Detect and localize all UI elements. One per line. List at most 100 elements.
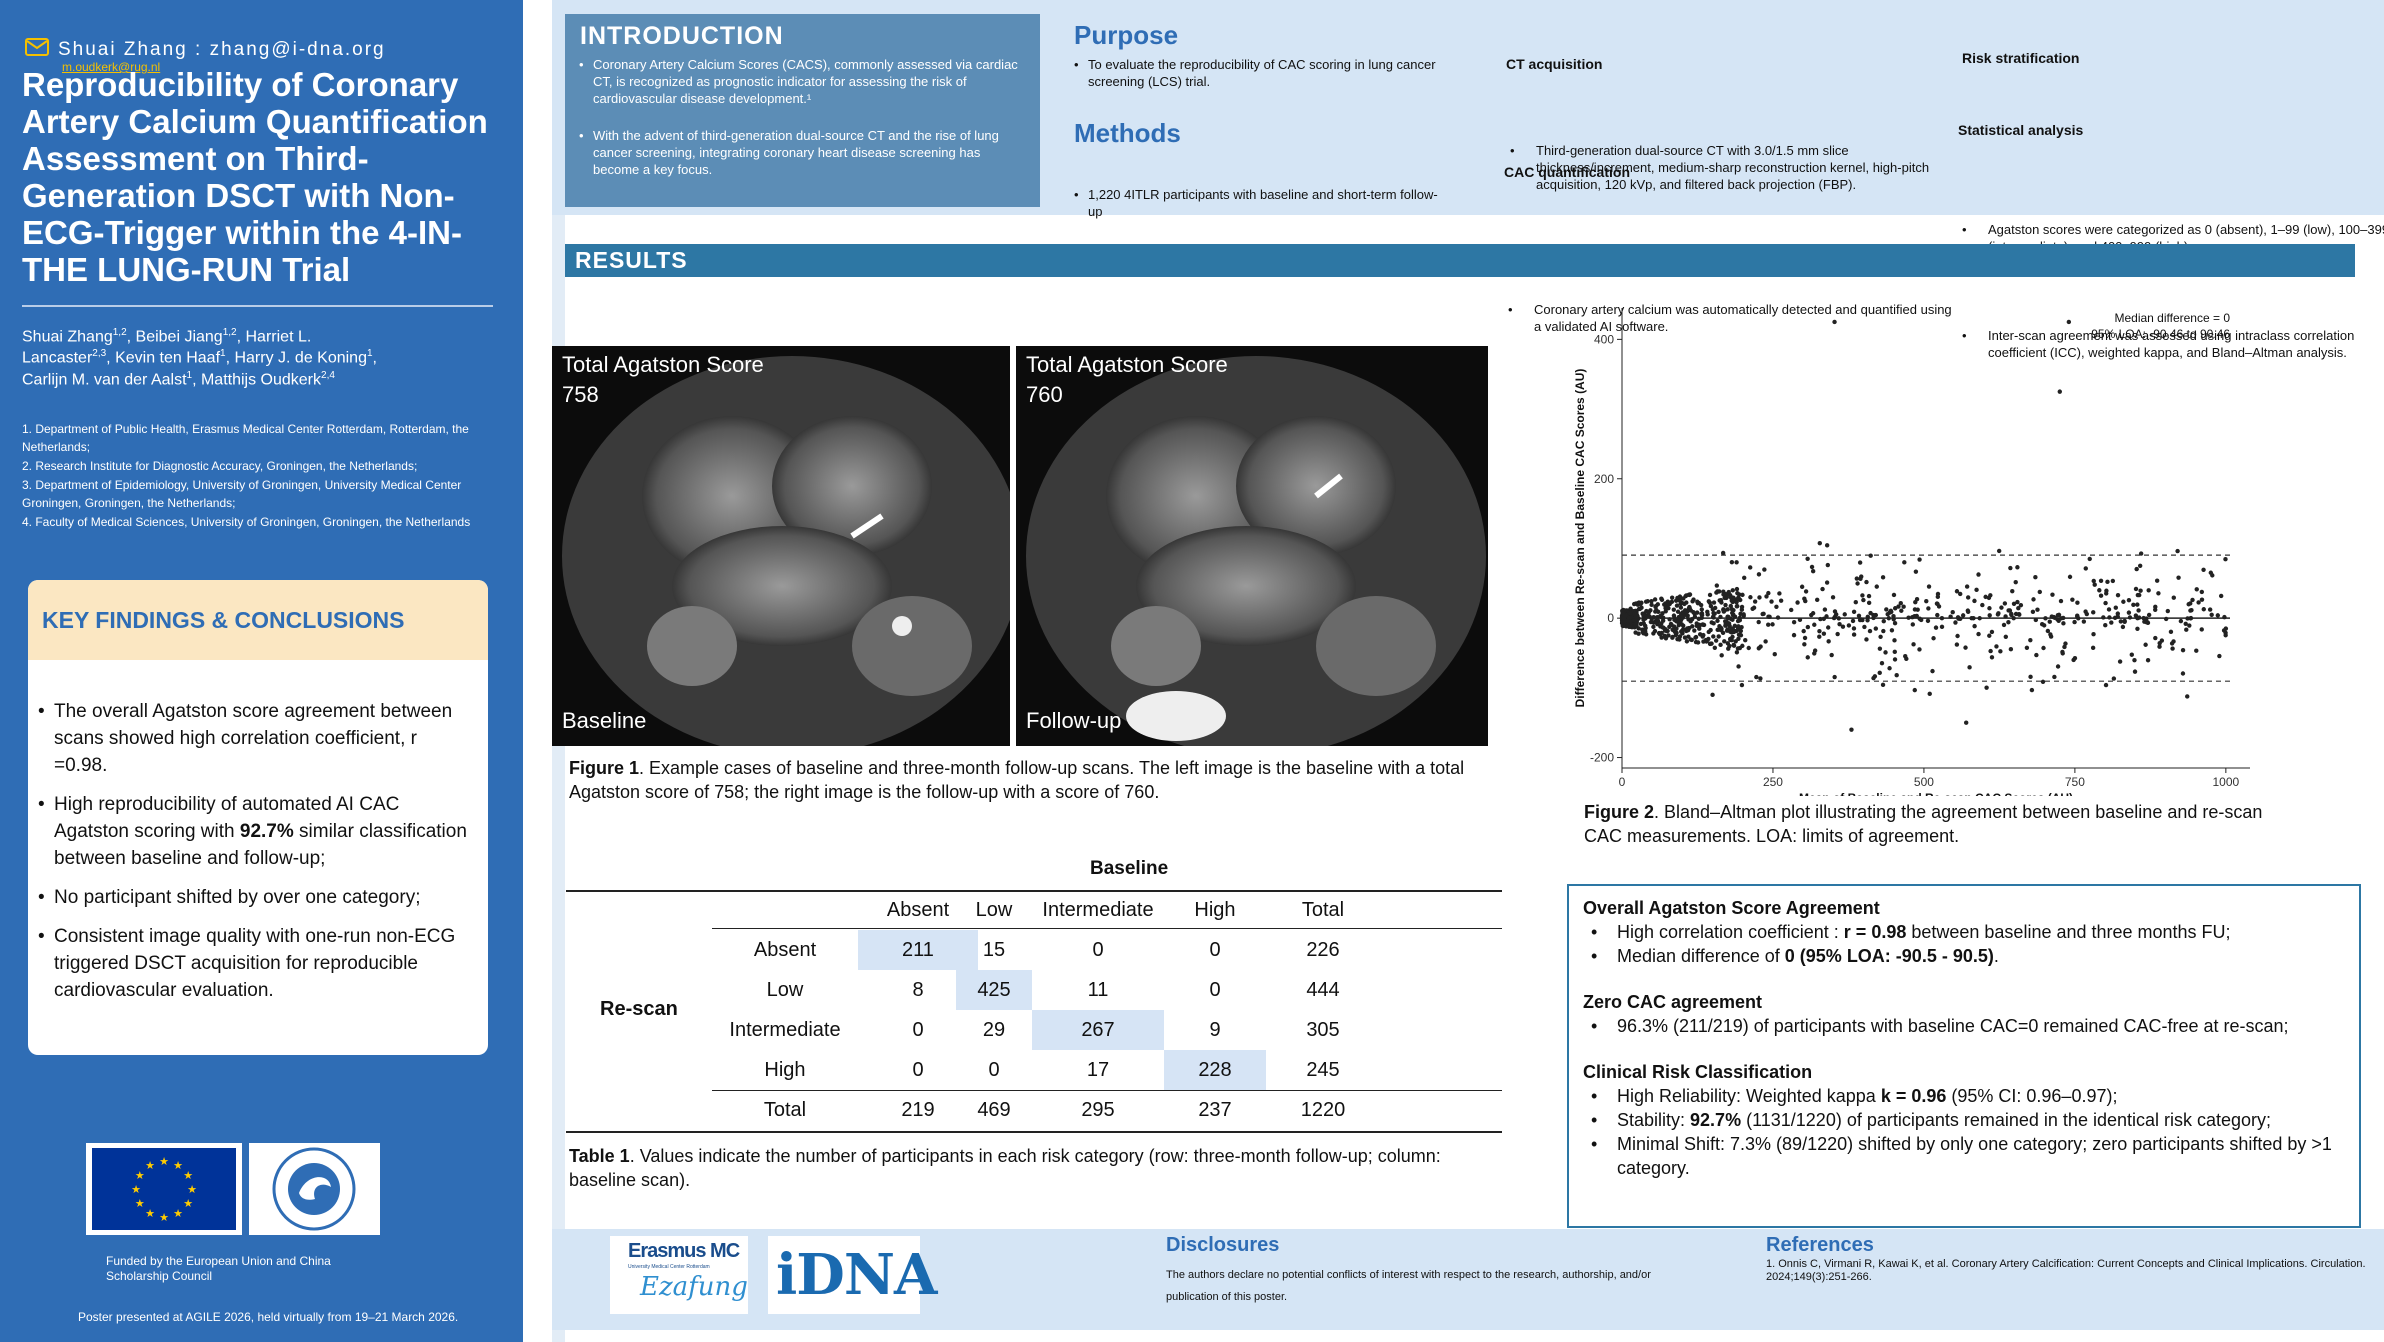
data-point [2127, 615, 2133, 620]
data-point [1691, 597, 1696, 602]
statistical-analysis-text: Inter-scan agreement was assessed using … [1958, 327, 2384, 361]
data-point [2092, 582, 2097, 587]
data-point [1735, 590, 1740, 596]
data-point [1904, 656, 1909, 662]
data-point [1930, 668, 1935, 674]
data-point [1826, 625, 1831, 630]
data-point [1701, 632, 1706, 638]
data-point [1748, 595, 1753, 600]
data-point [1678, 605, 1684, 610]
data-point [2215, 613, 2221, 618]
data-point [2112, 615, 2118, 621]
data-point [1663, 609, 1668, 614]
x-tick-label: 250 [1763, 775, 1783, 789]
data-point [2091, 610, 2096, 615]
data-point [1797, 617, 1803, 623]
data-point [1662, 634, 1668, 640]
data-point [1821, 631, 1827, 636]
data-point [1633, 621, 1638, 627]
data-point [1748, 565, 1753, 570]
data-point [2042, 623, 2047, 628]
data-point [1889, 628, 1895, 633]
data-point [1891, 592, 1897, 598]
data-point [1802, 642, 1807, 647]
data-point [1653, 603, 1659, 609]
data-point [1653, 609, 1658, 614]
data-point [1854, 576, 1860, 581]
data-point [1714, 590, 1719, 595]
data-point [1718, 625, 1724, 631]
data-point [1791, 619, 1797, 625]
data-point [1736, 636, 1741, 642]
data-point [1738, 611, 1743, 617]
data-point [2101, 615, 2106, 620]
data-point [1641, 613, 1646, 619]
data-point [1862, 624, 1867, 630]
data-point [1697, 622, 1702, 627]
figure2-text: . Bland–Altman plot illustrating the agr… [1584, 802, 2263, 846]
eu-star-icon: ★ [145, 1208, 155, 1220]
data-point [2106, 607, 2112, 612]
affiliation-item: 3. Department of Epidemiology, Universit… [22, 478, 462, 510]
table-rule [566, 1131, 1502, 1133]
data-point [1868, 553, 1873, 558]
data-point [1810, 569, 1816, 574]
contact-link[interactable]: m.oudkerk@rug.nl [62, 60, 161, 74]
data-point [1735, 595, 1741, 601]
eu-star-icon: ★ [187, 1184, 197, 1196]
data-point [2003, 614, 2008, 619]
data-point [1953, 620, 1958, 625]
author-name: Harry J. de Koning [234, 349, 367, 367]
data-point [2037, 589, 2042, 595]
chart-annotation-median: Median difference = 0 [2114, 311, 2230, 325]
data-point [1685, 613, 1690, 618]
table-cell: 295 [1081, 1099, 1115, 1121]
data-point [1760, 611, 1765, 617]
data-point [1688, 619, 1693, 624]
data-point [1734, 586, 1740, 592]
eu-star-icon: ★ [135, 1170, 145, 1182]
data-point [1710, 692, 1715, 698]
data-point [2033, 617, 2039, 623]
data-point [1775, 615, 1781, 620]
data-point [2170, 646, 2175, 651]
data-point [2168, 629, 2174, 635]
data-point [1734, 650, 1740, 655]
data-point [1718, 642, 1723, 648]
data-point [2007, 608, 2013, 613]
data-point [2122, 619, 2127, 624]
data-point [2003, 634, 2009, 639]
data-point [1652, 597, 1658, 602]
data-point [2062, 644, 2067, 650]
contact-email[interactable]: Shuai Zhang : zhang@i-dna.org [58, 39, 386, 60]
data-point [1637, 606, 1643, 612]
data-point [1736, 624, 1741, 629]
data-point [2138, 588, 2143, 593]
data-point [1677, 637, 1682, 642]
data-point [1877, 670, 1882, 676]
data-point [2163, 616, 2169, 622]
table-column-header: Low [975, 899, 1013, 921]
data-point [1927, 691, 1932, 697]
data-point [1817, 540, 1822, 546]
table-cell: 0 [912, 1019, 924, 1041]
data-point [1628, 606, 1633, 611]
table-cell: 305 [1306, 1019, 1340, 1041]
data-point [1887, 666, 1892, 671]
data-point [1935, 591, 1941, 597]
disclosures-title: Disclosures [1166, 1234, 1280, 1256]
introduction-panel: INTRODUCTION Coronary Artery Calcium Sco… [565, 14, 1040, 207]
data-point [2058, 598, 2064, 604]
table-cell: 469 [977, 1099, 1011, 1121]
data-point [1651, 631, 1656, 636]
data-point [1731, 643, 1737, 648]
ct-score-value: 758 [562, 382, 599, 407]
data-point [1666, 633, 1671, 638]
ct-image-baseline: Total Agatston Score 758 Baseline [552, 346, 1010, 746]
data-point [1996, 611, 2001, 616]
data-point [2104, 591, 2109, 596]
data-point [1851, 626, 1857, 631]
data-point [1998, 649, 2003, 654]
data-point [1777, 591, 1782, 596]
data-point [1734, 600, 1739, 605]
